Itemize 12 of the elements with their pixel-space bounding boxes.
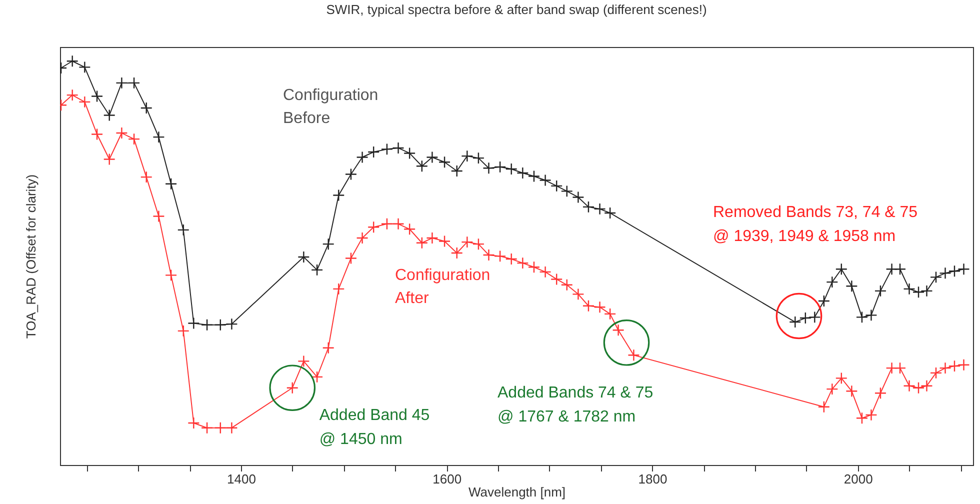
x-axis-title: Wavelength [nm] [468,484,566,500]
x-tick-label: 1600 [432,472,462,486]
y-axis-title: TOA_RAD (Offset for clarity) [24,174,38,339]
annotation: Added Band 45 @ 1450 nm [319,406,430,448]
series-label: Configuration Before [283,87,378,127]
x-tick-label: 2000 [844,472,873,486]
series-label: Configuration After [395,267,490,307]
x-tick-label: 1800 [638,472,668,486]
x-tick-label: 1400 [226,472,256,486]
annotation: Added Bands 74 & 75 @ 1767 & 1782 nm [498,384,654,426]
annotation: Removed Bands 73, 74 & 75 @ 1939, 1949 & 1958 nm [713,204,918,245]
chart-title: SWIR, typical spectra before & after band swap (different scenes!) [326,2,707,17]
